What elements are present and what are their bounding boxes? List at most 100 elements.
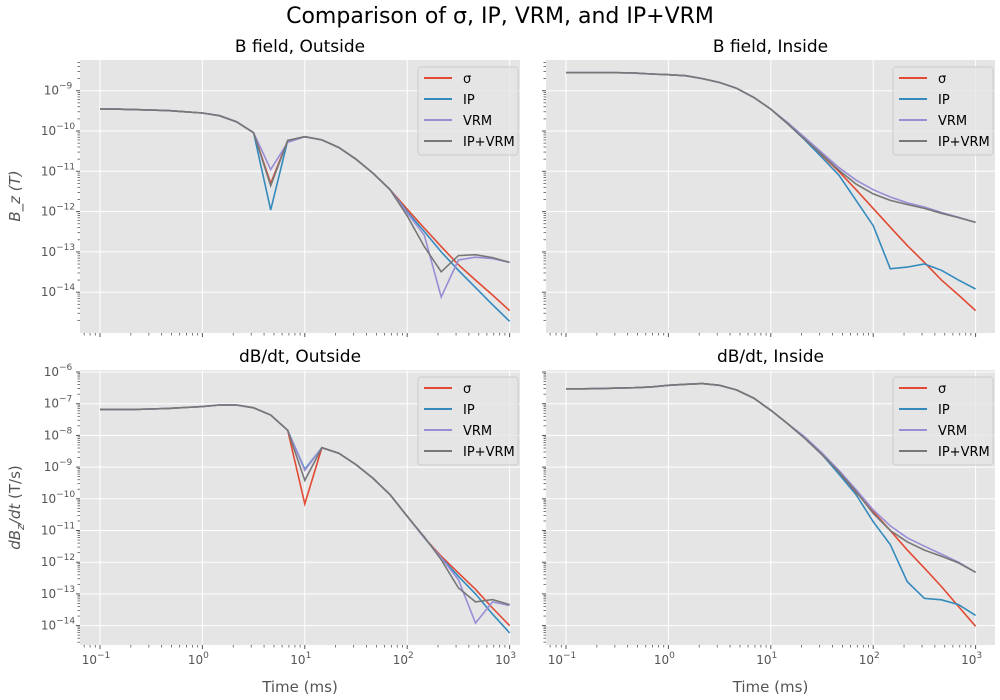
legend: σ IP VRM IP+VRM xyxy=(892,376,994,466)
y-tick-exponent: −10 xyxy=(56,490,75,500)
y-tick-base: 10 xyxy=(41,245,56,259)
y-tick-exponent: −13 xyxy=(56,585,75,595)
x-tick-exponent: 2 xyxy=(874,651,880,661)
subplot-title: B field, Inside xyxy=(713,37,828,57)
y-tick-label: 10−11 xyxy=(41,522,75,538)
y-label-denominator: /dt xyxy=(6,503,24,527)
y-tick-base: 10 xyxy=(44,428,59,442)
y-tick-exponent: −6 xyxy=(59,363,73,373)
x-tick-exponent: 3 xyxy=(510,651,516,661)
x-tick-exponent: −1 xyxy=(97,651,110,661)
y-tick-label: 10−11 xyxy=(41,162,75,178)
y-tick-label: 10−13 xyxy=(41,243,75,259)
y-tick-base: 10 xyxy=(41,619,56,633)
y-tick-base: 10 xyxy=(44,460,59,474)
x-tick-label: 100 xyxy=(654,651,675,667)
legend: σ IP VRM IP+VRM xyxy=(892,66,994,156)
legend-label: VRM xyxy=(938,114,967,129)
legend-label: σ xyxy=(463,72,471,87)
legend-frame xyxy=(417,376,519,466)
y-label-main: dB xyxy=(6,530,24,550)
y-tick-label: 10−7 xyxy=(44,395,73,411)
legend-label: IP+VRM xyxy=(938,445,990,460)
subplot-2: 10−1 100 101 102 10310−610−710−810−910−1010−… xyxy=(6,347,520,696)
x-tick-label: 101 xyxy=(756,651,777,667)
y-tick-base: 10 xyxy=(41,205,56,219)
y-tick-base: 10 xyxy=(41,124,56,138)
series-line-IP+VRM xyxy=(566,382,976,574)
x-tick-label: 102 xyxy=(859,651,880,667)
y-tick-label: 10−12 xyxy=(41,203,75,219)
y-tick-exponent: −10 xyxy=(56,122,75,132)
y-tick-base: 10 xyxy=(44,397,59,411)
legend-label: IP+VRM xyxy=(463,445,515,460)
legend-label: IP xyxy=(938,403,950,418)
x-tick-base: 10 xyxy=(495,653,510,667)
y-axis-label-b-field: B_z (T) xyxy=(6,170,25,221)
legend: σ IP VRM IP+VRM xyxy=(417,376,519,466)
y-tick-exponent: −14 xyxy=(56,283,75,293)
y-tick-label: 10−6 xyxy=(44,363,73,379)
x-tick-base: 10 xyxy=(756,653,771,667)
figure-title: Comparison of σ, IP, VRM, and IP+VRM xyxy=(286,4,714,29)
x-tick-base: 10 xyxy=(290,653,305,667)
legend-label: σ xyxy=(938,72,946,87)
y-tick-label: 10−10 xyxy=(41,122,76,138)
x-tick-base: 10 xyxy=(548,653,563,667)
y-tick-exponent: −9 xyxy=(59,82,73,92)
legend-frame xyxy=(892,376,994,466)
subplot-title: B field, Outside xyxy=(235,37,365,57)
y-tick-exponent: −12 xyxy=(56,553,75,563)
x-tick-exponent: 0 xyxy=(203,651,209,661)
x-tick-exponent: 3 xyxy=(976,651,982,661)
y-tick-exponent: −11 xyxy=(56,162,75,172)
x-tick-label: 102 xyxy=(393,651,414,667)
x-tick-exponent: −1 xyxy=(563,651,576,661)
legend-label: IP xyxy=(938,93,950,108)
y-tick-base: 10 xyxy=(41,524,56,538)
y-label-subscript: z xyxy=(14,524,27,531)
x-tick-label: 103 xyxy=(495,651,516,667)
x-tick-exponent: 0 xyxy=(669,651,675,661)
y-tick-exponent: −11 xyxy=(56,522,75,532)
y-tick-base: 10 xyxy=(41,285,56,299)
y-tick-exponent: −14 xyxy=(56,617,75,627)
x-tick-base: 10 xyxy=(961,653,976,667)
y-tick-base: 10 xyxy=(44,365,59,379)
x-tick-exponent: 1 xyxy=(772,651,778,661)
x-tick-label: 10−1 xyxy=(82,651,111,667)
legend-frame xyxy=(892,66,994,156)
series-line-IP+VRM xyxy=(100,108,510,274)
legend-label: IP xyxy=(463,403,475,418)
y-tick-exponent: −13 xyxy=(56,243,75,253)
x-tick-exponent: 1 xyxy=(306,651,312,661)
y-tick-exponent: −8 xyxy=(59,426,73,436)
legend-frame xyxy=(417,66,519,156)
x-tick-exponent: 2 xyxy=(408,651,414,661)
y-tick-label: 10−13 xyxy=(41,585,75,601)
y-tick-label: 10−8 xyxy=(44,426,73,442)
y-tick-base: 10 xyxy=(41,492,56,506)
series-line-IP+VRM xyxy=(566,71,976,224)
x-tick-base: 10 xyxy=(393,653,408,667)
y-tick-base: 10 xyxy=(41,164,56,178)
x-tick-base: 10 xyxy=(654,653,669,667)
x-axis-label: Time (ms) xyxy=(732,678,809,696)
x-tick-label: 10−1 xyxy=(548,651,577,667)
y-tick-label: 10−14 xyxy=(41,283,76,299)
y-tick-label: 10−9 xyxy=(44,82,73,98)
y-tick-label: 10−10 xyxy=(41,490,76,506)
subplot-title: dB/dt, Inside xyxy=(717,347,824,367)
x-tick-base: 10 xyxy=(82,653,97,667)
x-tick-base: 10 xyxy=(859,653,874,667)
legend-label: σ xyxy=(938,382,946,397)
y-tick-exponent: −12 xyxy=(56,203,75,213)
y-tick-base: 10 xyxy=(41,587,56,601)
legend-label: VRM xyxy=(938,424,967,439)
y-tick-base: 10 xyxy=(44,84,59,98)
legend-label: VRM xyxy=(463,424,492,439)
x-tick-label: 101 xyxy=(290,651,311,667)
